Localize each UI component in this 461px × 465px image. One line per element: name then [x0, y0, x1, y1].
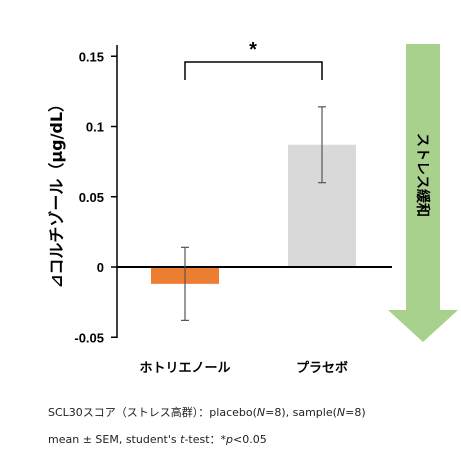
significance-marker: *: [249, 39, 257, 61]
y-axis-label: ⊿コルチゾール（μg/dL）: [47, 96, 66, 288]
note1-n2-italic: N: [336, 406, 346, 419]
y-tick-label: 0.15: [79, 49, 104, 64]
note2-part-b: -test：*: [184, 433, 227, 446]
category-label-placebo: プラセボ: [296, 360, 348, 376]
footnote-line-2: mean ± SEM, student's t-test：*p<0.05: [48, 431, 267, 447]
note1-part-c: =8): [345, 406, 366, 419]
arrow-label: ストレス緩和: [414, 133, 431, 217]
y-tick-label: 0.05: [79, 190, 104, 205]
bars: [151, 144, 356, 284]
y-tick-label: -0.05: [74, 330, 104, 345]
note2-t-italic: t: [180, 433, 185, 446]
note2-p-italic: p: [226, 433, 234, 446]
note2-part-c: <0.05: [233, 433, 267, 446]
y-tick-label: 0: [97, 260, 104, 275]
note1-part-a: SCL30スコア（ストレス高群）：placebo(: [48, 406, 257, 419]
note1-part-b: =8), sample(: [265, 406, 337, 419]
y-tick-label: 0.1: [86, 120, 104, 135]
bar-chart: 0.15 0.1 0.05 0 -0.05 ホトリエノール プラセボ ⊿コルチゾール（μ…: [47, 39, 458, 376]
footnote-line-1: SCL30スコア（ストレス高群）：placebo(N=8), sample(N=…: [48, 404, 366, 420]
significance-bracket: [184, 61, 323, 80]
y-ticks: 0.15 0.1 0.05 0 -0.05: [74, 49, 117, 345]
stress-relief-arrow: [388, 44, 458, 342]
note1-n-italic: N: [256, 406, 266, 419]
error-bars: [181, 106, 326, 321]
note2-part-a: mean ± SEM, student's: [48, 433, 181, 446]
category-label-hotrienol: ホトリエノール: [139, 361, 230, 376]
